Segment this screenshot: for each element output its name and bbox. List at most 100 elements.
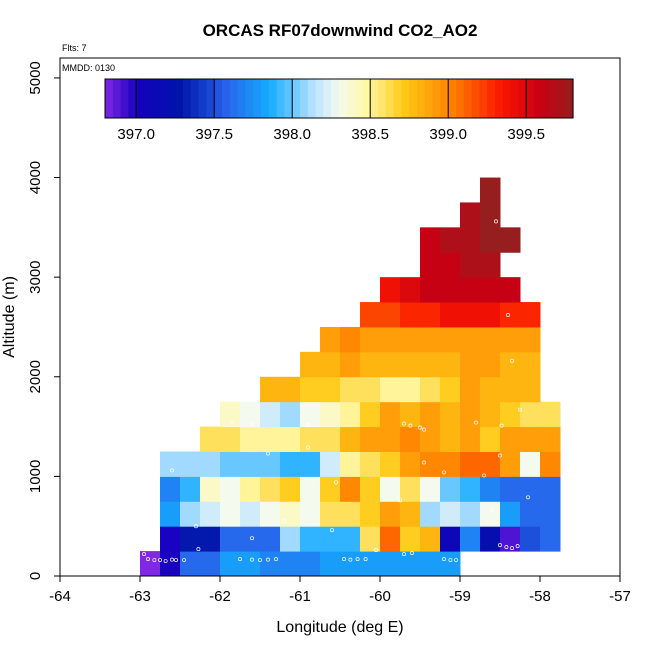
heatmap-cell: [360, 376, 381, 403]
heatmap-cell: [420, 351, 441, 378]
heatmap-cell: [400, 476, 421, 502]
heatmap-cell: [460, 227, 481, 253]
heatmap-cell: [240, 476, 261, 502]
x-tick-label: -64: [49, 588, 71, 605]
sample-point: [408, 423, 413, 428]
colorbar-tick-label: 397.0: [117, 126, 155, 143]
colorbar-segment: [261, 79, 270, 118]
heatmap-cell: [460, 401, 481, 428]
heatmap-cell: [520, 476, 541, 502]
heatmap-cell: [340, 501, 361, 527]
heatmap-cell: [440, 501, 461, 527]
colorbar-segment: [479, 79, 488, 118]
colorbar-segment: [167, 79, 176, 118]
heatmap-cell: [220, 401, 241, 428]
heatmap-cell: [240, 401, 261, 428]
heatmap-cell: [400, 401, 421, 428]
sample-point: [442, 470, 446, 475]
heatmap-cell: [280, 376, 301, 403]
sample-point: [526, 495, 530, 500]
heatmap-cell: [520, 326, 541, 353]
sample-point: [422, 460, 426, 465]
heatmap-cell: [320, 351, 341, 378]
sample-point: [510, 546, 514, 551]
colorbar-segment: [268, 79, 278, 118]
heatmap-cell: [260, 426, 281, 452]
heatmap-cell: [160, 501, 181, 527]
colorbar-segment: [487, 79, 496, 118]
heatmap-cell: [300, 376, 321, 403]
heatmap-cell: [300, 451, 321, 477]
colorbar-segment: [151, 79, 161, 118]
heatmap-cell: [180, 551, 201, 577]
y-tick-label: 1000: [27, 460, 44, 493]
sample-point: [274, 557, 278, 562]
heatmap-cell: [520, 401, 541, 428]
heatmap-cell: [320, 401, 341, 428]
heatmap-cell: [240, 451, 261, 477]
heatmap-cell: [480, 202, 501, 228]
sample-point: [499, 423, 504, 428]
heatmap-cell: [240, 426, 261, 452]
heatmap-cell: [460, 302, 481, 328]
colorbar-segment: [518, 79, 527, 118]
colorbar-segment: [541, 79, 551, 118]
heatmap-cell: [380, 302, 401, 328]
y-tick-label: 4000: [27, 161, 44, 194]
heatmap-cell: [300, 501, 321, 527]
heatmap-cell: [480, 302, 501, 328]
x-tick-label: -58: [529, 588, 551, 605]
axes: -64 -63 -62 -61 -60 -59 -58 -57 0 1000 2000 3000 400…: [27, 61, 631, 605]
sample-point: [482, 473, 486, 478]
heatmap-cell: [440, 426, 461, 452]
colorbar-segment: [222, 79, 231, 118]
colorbar-segment: [510, 79, 519, 118]
heatmap-cell: [480, 451, 501, 477]
heatmap-cell: [420, 551, 441, 577]
heatmap-cell: [340, 326, 361, 353]
sample-point: [146, 557, 150, 562]
sample-point: [306, 445, 310, 450]
heatmap-cell: [260, 526, 281, 552]
sample-point: [355, 557, 360, 562]
colorbar-frame: [104, 78, 574, 119]
heatmap-cell: [440, 451, 461, 477]
heatmap-cell: [460, 451, 481, 477]
heatmap-cell: [540, 526, 561, 552]
heatmap-cell: [360, 551, 381, 577]
heatmap-cell: [460, 426, 481, 452]
heatmap-cell: [520, 451, 541, 477]
colorbar-segment: [190, 79, 200, 118]
heatmap-cell: [260, 376, 281, 403]
colorbar-segment: [144, 79, 153, 118]
heatmap-cell: [380, 376, 401, 403]
colorbar-segment: [424, 79, 434, 118]
heatmap-cell: [480, 476, 501, 502]
colorbar-tick-label: 397.5: [195, 126, 233, 143]
sample-point: [196, 547, 201, 552]
sample-point: [152, 558, 157, 563]
heatmap-cell: [540, 501, 561, 527]
heatmap-cell: [380, 401, 401, 428]
sample-point: [422, 427, 426, 432]
heatmap-cell: [400, 351, 421, 378]
sample-point: [139, 525, 144, 530]
heatmap-cell: [420, 451, 441, 477]
heatmap-cell: [180, 501, 201, 527]
heatmap-cell: [540, 451, 561, 477]
colorbar-segment: [315, 79, 324, 118]
heatmap-cell: [440, 326, 461, 353]
sample-point: [498, 543, 502, 548]
colorbar-segment: [370, 79, 379, 118]
x-tick-label: -60: [369, 588, 391, 605]
colorbar-segment: [362, 79, 371, 118]
x-axis-label: Longitude (deg E): [276, 619, 403, 636]
heatmap-cell: [460, 252, 481, 278]
heatmap-cell: [360, 302, 381, 328]
colorbar-segment: [120, 79, 129, 118]
heatmap-cell: [240, 551, 261, 577]
sample-point: [163, 559, 168, 564]
heatmap-cell: [360, 526, 381, 552]
heatmap-cell: [440, 376, 461, 403]
heatmap-cell: [500, 277, 521, 303]
